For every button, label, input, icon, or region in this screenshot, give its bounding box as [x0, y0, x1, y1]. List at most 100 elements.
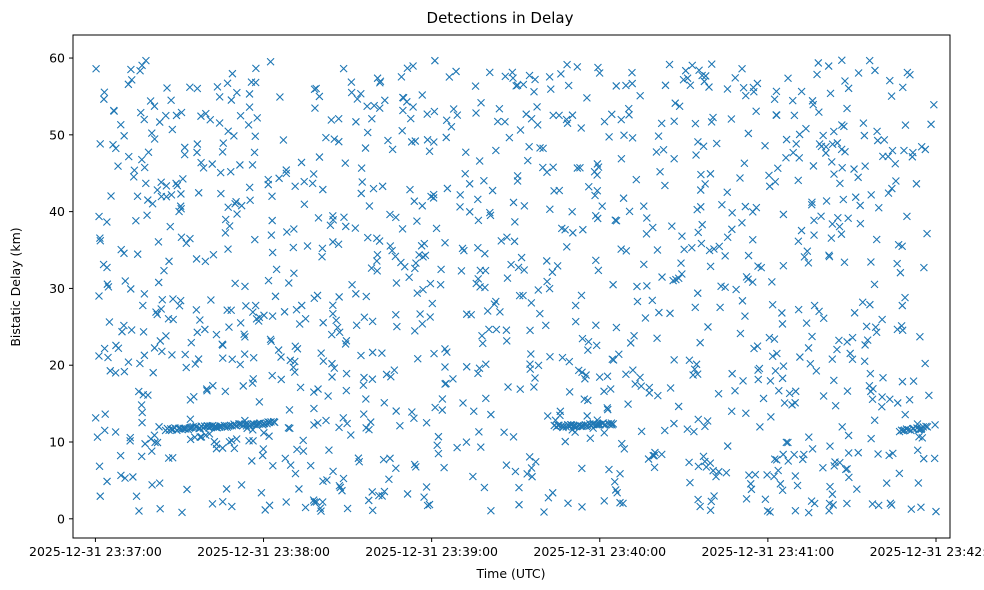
- detection-point: [625, 110, 633, 119]
- detection-point: [754, 366, 762, 374]
- data-points-layer: [91, 56, 940, 517]
- detection-point: [334, 137, 343, 146]
- detection-point: [367, 264, 376, 272]
- detection-point: [784, 457, 793, 465]
- detection-point: [343, 504, 352, 513]
- detection-point: [194, 355, 203, 363]
- detection-point: [285, 405, 294, 414]
- detection-point: [497, 236, 506, 245]
- detection-point: [95, 234, 104, 243]
- detection-point: [751, 470, 760, 479]
- detection-point: [744, 275, 752, 284]
- detection-point: [792, 139, 801, 148]
- detection-point: [741, 202, 750, 211]
- detection-point: [133, 250, 142, 259]
- detection-point: [139, 327, 148, 336]
- detection-point: [485, 325, 493, 334]
- detection-point: [617, 115, 626, 124]
- detection-point: [357, 189, 366, 198]
- detection-point: [600, 117, 609, 126]
- detection-point: [155, 118, 164, 126]
- detection-point: [837, 121, 846, 129]
- detection-point: [296, 383, 305, 392]
- detection-point: [873, 136, 882, 145]
- detection-point: [157, 192, 166, 201]
- detection-point: [127, 65, 135, 74]
- detection-point: [727, 407, 736, 416]
- detection-point: [584, 182, 593, 191]
- detection-point: [561, 437, 570, 446]
- detection-point: [341, 222, 350, 231]
- detection-point: [565, 387, 574, 396]
- detection-point: [467, 310, 476, 319]
- detection-point: [909, 377, 918, 386]
- detection-point: [836, 179, 844, 188]
- detection-point: [502, 326, 511, 335]
- detection-point: [309, 388, 318, 397]
- detection-point: [342, 336, 351, 345]
- detection-point: [423, 110, 432, 118]
- detection-point: [197, 112, 205, 121]
- detection-point: [513, 177, 522, 185]
- detection-point: [776, 479, 785, 488]
- detection-point: [373, 266, 382, 275]
- detection-point: [830, 170, 838, 179]
- detection-point: [515, 291, 524, 300]
- detection-point: [162, 181, 171, 190]
- detection-point: [753, 342, 762, 351]
- detection-point: [423, 501, 432, 510]
- detection-point: [609, 420, 618, 428]
- detection-point: [434, 432, 443, 441]
- detection-point: [137, 452, 146, 461]
- detection-point: [778, 486, 787, 495]
- detection-point: [186, 395, 195, 404]
- detection-point: [898, 301, 907, 310]
- detection-point: [422, 483, 431, 491]
- detection-point: [493, 117, 502, 126]
- detection-point: [216, 168, 225, 177]
- detection-point: [413, 289, 422, 298]
- detection-point: [380, 96, 389, 105]
- detection-point: [844, 449, 853, 457]
- detection-point: [862, 322, 871, 331]
- detection-point: [335, 293, 344, 301]
- detection-point: [683, 425, 692, 433]
- detection-point: [301, 503, 310, 512]
- detection-point: [249, 353, 258, 362]
- detection-point: [328, 301, 337, 310]
- detection-point: [368, 488, 377, 496]
- detection-point: [819, 314, 828, 323]
- detection-point: [591, 211, 600, 220]
- detection-point: [527, 298, 536, 307]
- detection-point: [868, 500, 877, 508]
- detection-point: [227, 436, 236, 445]
- detection-point: [818, 463, 827, 472]
- detection-point: [165, 257, 173, 266]
- detection-point: [507, 260, 515, 269]
- detection-point: [137, 401, 146, 409]
- detection-point: [705, 83, 713, 91]
- detection-point: [250, 148, 259, 157]
- detection-point: [369, 184, 378, 193]
- detection-point: [325, 446, 333, 455]
- detection-point: [800, 252, 809, 261]
- detection-point: [531, 75, 539, 84]
- detection-point: [430, 349, 438, 358]
- detection-point: [767, 277, 776, 286]
- detection-point: [841, 77, 849, 85]
- detection-point: [282, 498, 291, 506]
- detection-point: [565, 357, 574, 366]
- detection-point: [478, 331, 486, 340]
- detection-point: [270, 418, 279, 427]
- detection-point: [215, 119, 224, 127]
- detection-point: [114, 162, 122, 170]
- detection-point: [410, 414, 418, 423]
- detection-point: [813, 70, 821, 79]
- detection-point: [104, 353, 112, 362]
- detection-point: [252, 64, 260, 73]
- detection-point: [258, 451, 267, 460]
- detection-point: [268, 312, 277, 321]
- detection-point: [227, 306, 236, 315]
- detection-point: [150, 344, 159, 352]
- detection-point: [545, 205, 554, 214]
